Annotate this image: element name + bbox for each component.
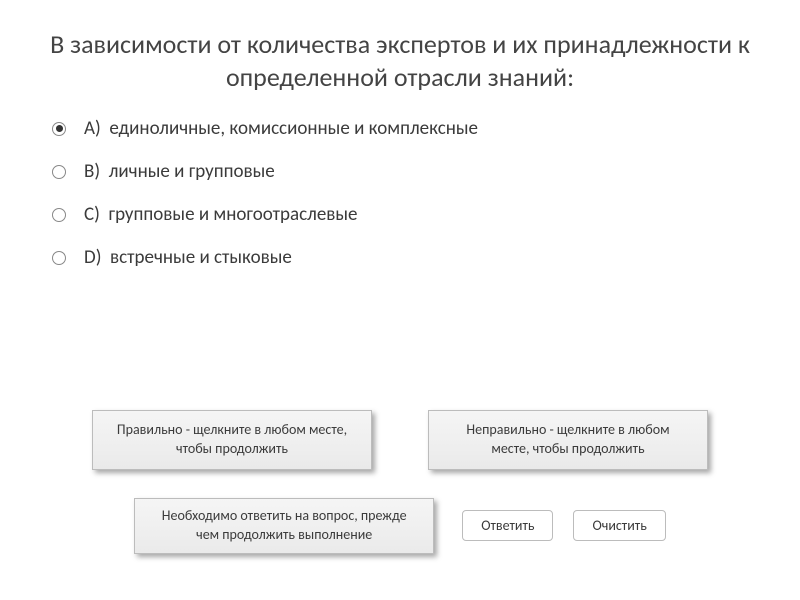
radio-d[interactable] bbox=[52, 251, 66, 265]
clear-button[interactable]: Очистить bbox=[573, 510, 665, 541]
options-list: A) единоличные, комиссионные и комплексн… bbox=[0, 117, 800, 269]
radio-a[interactable] bbox=[52, 122, 66, 136]
feedback-row: Правильно - щелкните в любом месте, чтоб… bbox=[0, 410, 800, 470]
option-d-label: D) встречные и стыковые bbox=[84, 246, 292, 269]
option-a-label: A) единоличные, комиссионные и комплексн… bbox=[84, 117, 478, 140]
feedback-correct[interactable]: Правильно - щелкните в любом месте, чтоб… bbox=[92, 410, 372, 470]
option-b-label: B) личные и групповые bbox=[84, 160, 275, 183]
bottom-row: Необходимо ответить на вопрос, прежде че… bbox=[0, 498, 800, 554]
option-b[interactable]: B) личные и групповые bbox=[52, 160, 740, 183]
option-a[interactable]: A) единоличные, комиссионные и комплексн… bbox=[52, 117, 740, 140]
option-d[interactable]: D) встречные и стыковые bbox=[52, 246, 740, 269]
radio-c[interactable] bbox=[52, 208, 66, 222]
radio-b[interactable] bbox=[52, 165, 66, 179]
option-c[interactable]: C) групповые и многоотраслевые bbox=[52, 203, 740, 226]
question-title: В зависимости от количества экспертов и … bbox=[0, 0, 800, 117]
answer-prompt: Необходимо ответить на вопрос, прежде че… bbox=[134, 498, 434, 554]
option-c-label: C) групповые и многоотраслевые bbox=[84, 203, 358, 226]
feedback-incorrect[interactable]: Неправильно - щелкните в любом месте, чт… bbox=[428, 410, 708, 470]
submit-button[interactable]: Ответить bbox=[462, 510, 553, 541]
